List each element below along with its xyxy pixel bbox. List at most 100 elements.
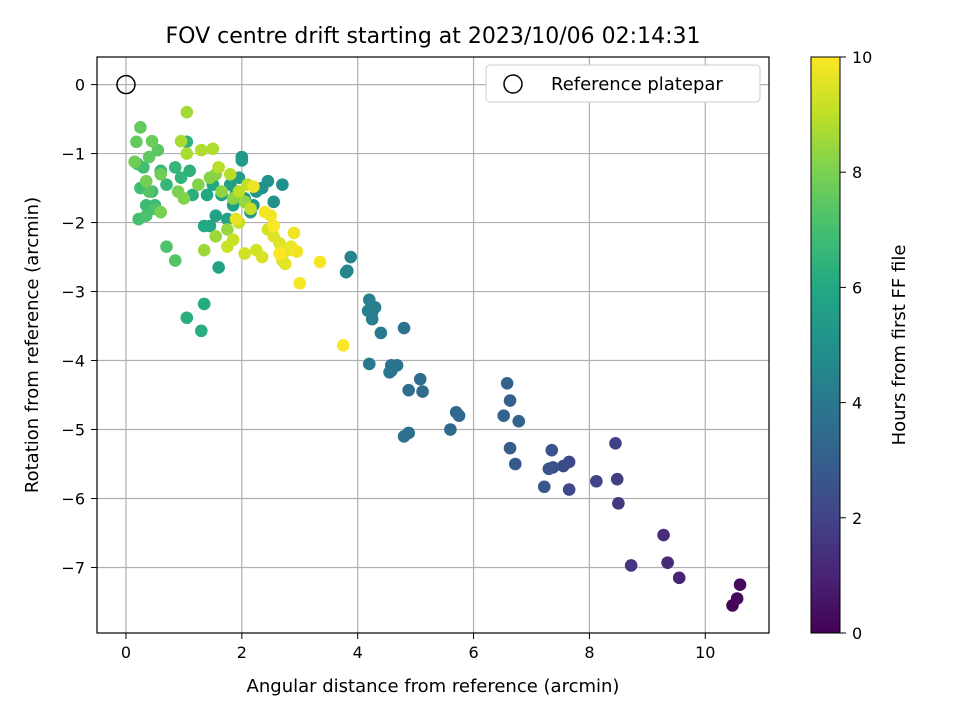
data-point: [503, 441, 517, 455]
data-point: [197, 219, 211, 233]
data-point: [444, 423, 457, 436]
data-point: [174, 134, 188, 148]
data-point: [557, 459, 570, 473]
data-point: [273, 247, 286, 260]
data-point: [128, 155, 141, 169]
data-point: [142, 185, 156, 198]
data-point: [247, 180, 260, 193]
data-point: [223, 167, 237, 181]
data-point: [449, 405, 463, 419]
data-point: [374, 326, 388, 340]
data-point: [212, 161, 225, 174]
data-point: [244, 202, 257, 216]
data-point: [160, 178, 173, 191]
data-point: [238, 247, 252, 260]
data-point: [192, 178, 205, 191]
colorbar-gradient: [810, 56, 841, 634]
data-point: [180, 311, 194, 325]
data-point: [194, 143, 208, 157]
data-point: [503, 394, 517, 407]
data-point: [267, 219, 280, 233]
data-point: [290, 245, 304, 258]
data-point: [733, 578, 747, 592]
data-point: [512, 414, 526, 428]
data-point: [336, 339, 350, 352]
data-point: [160, 240, 173, 254]
data-point: [197, 243, 211, 257]
data-point: [416, 385, 429, 398]
data-point: [229, 212, 243, 226]
data-point: [223, 178, 237, 191]
data-point: [264, 209, 278, 222]
data-point: [542, 462, 556, 476]
data-point: [276, 178, 289, 191]
data-point: [624, 559, 638, 572]
data-point: [278, 257, 292, 271]
data-point: [183, 164, 196, 178]
data-point: [255, 250, 269, 264]
x-tick-label: 0: [121, 643, 131, 662]
data-point: [344, 250, 358, 264]
data-point: [151, 143, 165, 157]
data-point: [130, 135, 143, 149]
data-point: [609, 436, 622, 450]
data-point: [661, 556, 674, 569]
data-point: [174, 171, 188, 185]
x-tick-label: 6: [468, 643, 478, 662]
legend: Reference platepar: [485, 64, 761, 103]
data-point: [221, 212, 234, 226]
x-axis-ticks: 0 2 4 6 8 10: [121, 633, 715, 662]
colorbar-tick-label: 2: [852, 509, 862, 528]
chart-title: FOV centre drift starting at 2023/10/06 …: [166, 24, 701, 49]
x-tick-label: 4: [353, 643, 363, 662]
data-point: [215, 185, 228, 198]
data-point: [672, 571, 686, 585]
data-point: [590, 474, 603, 488]
data-point: [145, 134, 159, 148]
data-point: [397, 321, 411, 335]
y-tick-label: 0: [75, 76, 85, 95]
colorbar-tick-label: 8: [852, 163, 862, 182]
y-tick-label: −1: [61, 145, 85, 164]
data-point: [413, 372, 427, 386]
plot-frame: [96, 56, 770, 634]
data-point: [402, 383, 415, 397]
colorbar-tick-label: 0: [852, 624, 862, 643]
data-point: [730, 592, 744, 605]
data-point: [383, 365, 396, 379]
x-axis-label: Angular distance from reference (arcmin): [247, 676, 620, 697]
data-point: [142, 150, 156, 164]
data-points: [128, 105, 747, 612]
x-tick-label: 8: [584, 643, 594, 662]
data-point: [508, 457, 522, 471]
data-point: [612, 497, 625, 510]
data-point: [397, 430, 411, 443]
data-point: [235, 154, 249, 167]
data-point: [500, 376, 514, 390]
y-tick-label: −5: [61, 421, 85, 440]
data-point: [168, 254, 182, 267]
data-point: [194, 324, 208, 338]
data-point: [180, 105, 194, 119]
data-point: [206, 142, 220, 156]
colorbar-tick-label: 6: [852, 278, 862, 297]
data-point: [293, 276, 307, 290]
y-tick-label: −7: [61, 558, 85, 577]
y-axis-ticks: 0 −1 −2 −3 −4 −5 −6 −7: [61, 76, 97, 577]
y-axis-label: Rotation from reference (arcmin): [22, 197, 43, 493]
data-point: [287, 226, 301, 240]
colorbar: 0 2 4 6 8 10 Hours from first FF file: [810, 48, 910, 643]
data-point: [209, 209, 223, 222]
data-point: [497, 409, 510, 423]
data-point: [221, 240, 234, 254]
data-point: [180, 147, 194, 160]
data-point: [197, 297, 211, 311]
data-point: [273, 236, 286, 250]
legend-box: [485, 64, 761, 103]
data-point: [313, 255, 327, 269]
data-point: [134, 121, 147, 134]
colorbar-ticks: 0 2 4 6 8 10: [840, 48, 872, 643]
data-point: [610, 472, 624, 486]
data-point: [361, 304, 375, 318]
data-point: [200, 188, 214, 202]
